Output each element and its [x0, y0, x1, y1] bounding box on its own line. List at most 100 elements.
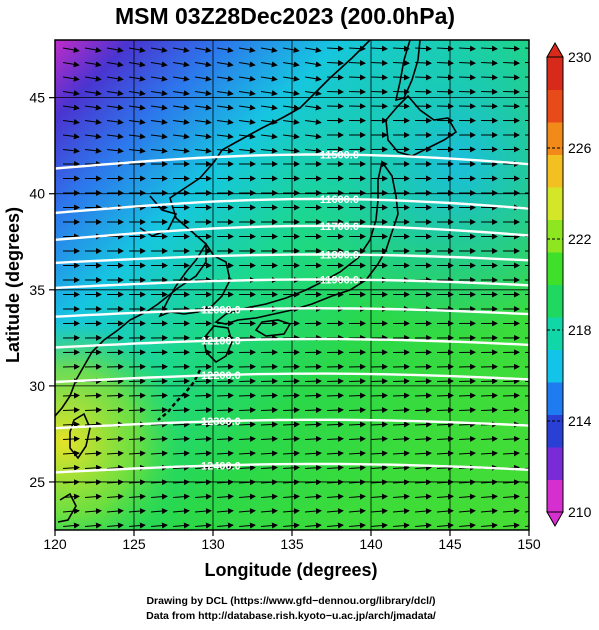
colorbar-segment-11: [547, 122, 563, 155]
wind-vector-541: [349, 395, 365, 396]
wind-vector-552: [107, 410, 123, 411]
contour-label-5: 12000.0: [201, 305, 241, 317]
colorbar-tick-label-3: 222: [568, 231, 592, 247]
colorbar-max-arrow: [547, 43, 563, 57]
colorbar-segment-5: [547, 317, 563, 350]
wind-vector-57: [349, 77, 365, 78]
wind-vector-567: [437, 410, 453, 411]
y-tick-label-0: 25: [29, 474, 45, 490]
colorbar-segment-4: [547, 350, 563, 383]
y-tick-label-3: 40: [29, 186, 45, 202]
x-tick-label-3: 135: [280, 536, 304, 552]
colorbar-segment-2: [547, 415, 563, 448]
wind-vector-528: [63, 395, 79, 396]
contour-label-6: 12100.0: [201, 335, 241, 347]
x-tick-label-2: 130: [201, 536, 225, 552]
wind-vector-543: [393, 395, 409, 396]
wind-vector-537: [261, 395, 277, 396]
wind-vector-62: [459, 77, 475, 78]
wind-vector-63: [481, 77, 497, 78]
colorbar-tick-label-4: 226: [568, 140, 592, 156]
x-tick-label-6: 150: [517, 536, 541, 552]
colorbar-segment-13: [547, 57, 563, 90]
x-tick-label-5: 145: [438, 536, 462, 552]
wind-vector-549: [525, 395, 541, 396]
wind-vector-540: [327, 395, 343, 396]
colorbar-segment-10: [547, 155, 563, 188]
wind-vector-534: [195, 395, 211, 396]
wind-vector-61: [437, 77, 453, 78]
wind-vector-531: [129, 395, 145, 396]
wind-vector-545: [437, 395, 453, 396]
wind-vector-547: [481, 395, 497, 396]
wind-vector-565: [393, 410, 409, 411]
wind-vector-538: [283, 395, 299, 396]
wind-vector-559: [261, 410, 277, 411]
y-tick-label-2: 35: [29, 282, 45, 298]
colorbar-segment-6: [547, 285, 563, 318]
colorbar-segment-12: [547, 90, 563, 123]
wind-vector-60: [415, 77, 431, 78]
wind-vector-554: [151, 410, 167, 411]
contour-label-7: 12200.0: [201, 370, 241, 382]
wind-vector-564: [371, 410, 387, 411]
contour-label-9: 12400.0: [201, 460, 241, 472]
colorbar-min-arrow: [547, 512, 563, 526]
wind-vector-542: [371, 395, 387, 396]
colorbar-segment-1: [547, 447, 563, 480]
contour-label-1: 11600.0: [320, 194, 359, 206]
wind-vector-64: [503, 77, 519, 78]
wind-vector-532: [151, 395, 167, 396]
contour-label-3: 11800.0: [320, 250, 359, 262]
wind-vector-569: [481, 410, 497, 411]
y-axis-label: Latitude (degrees): [3, 207, 23, 363]
wind-vector-571: [525, 410, 541, 411]
wind-vector-558: [239, 410, 255, 411]
contour-label-4: 11900.0: [320, 275, 359, 287]
contour-label-0: 11500.0: [320, 150, 359, 162]
y-axis-ticks: 25 30 35 40 45: [29, 90, 55, 490]
wind-vector-550: [63, 410, 79, 411]
wind-vector-535: [217, 395, 233, 396]
chart-title: MSM 03Z28Dec2023 (200.0hPa): [115, 3, 455, 29]
wind-vector-539: [305, 395, 321, 396]
wind-vector-555: [173, 410, 189, 411]
colorbar-tick-label-5: 230: [568, 49, 592, 65]
credit-data: Data from http://database.rish.kyoto−u.a…: [146, 610, 436, 622]
wind-vector-59: [393, 77, 409, 78]
x-axis-label: Longitude (degrees): [204, 560, 377, 580]
credit-drawing: Drawing by DCL (https://www.gfd−dennou.o…: [146, 595, 435, 607]
wind-vector-530: [107, 395, 123, 396]
colorbar: 210 214 218 222 226 230: [547, 43, 592, 526]
wind-vector-533: [173, 395, 189, 396]
wind-vector-562: [327, 410, 343, 411]
wind-vector-551: [85, 410, 101, 411]
colorbar-segment-7: [547, 252, 563, 285]
wind-vector-561: [305, 410, 321, 411]
colorbar-tick-label-2: 218: [568, 322, 592, 338]
wind-vector-58: [371, 77, 387, 78]
map-plot-area: 11500.011600.011700.011800.011900.012000…: [55, 40, 541, 530]
colorbar-segment-8: [547, 220, 563, 253]
colorbar-segment-0: [547, 480, 563, 513]
wind-vector-529: [85, 395, 101, 396]
y-tick-label-4: 45: [29, 90, 45, 106]
colorbar-tick-label-1: 214: [568, 413, 592, 429]
wind-vector-548: [503, 395, 519, 396]
contour-label-8: 12300.0: [201, 416, 241, 428]
wind-vector-546: [459, 395, 475, 396]
wind-vector-536: [239, 395, 255, 396]
x-tick-label-1: 125: [122, 536, 146, 552]
y-tick-label-1: 30: [29, 378, 45, 394]
colorbar-tick-label-0: 210: [568, 504, 592, 520]
wind-vector-566: [415, 410, 431, 411]
wind-vector-65: [525, 77, 541, 78]
wind-vector-560: [283, 410, 299, 411]
wind-vector-553: [129, 410, 145, 411]
wind-vector-557: [217, 410, 233, 411]
wind-vector-563: [349, 410, 365, 411]
x-tick-label-0: 120: [43, 536, 67, 552]
